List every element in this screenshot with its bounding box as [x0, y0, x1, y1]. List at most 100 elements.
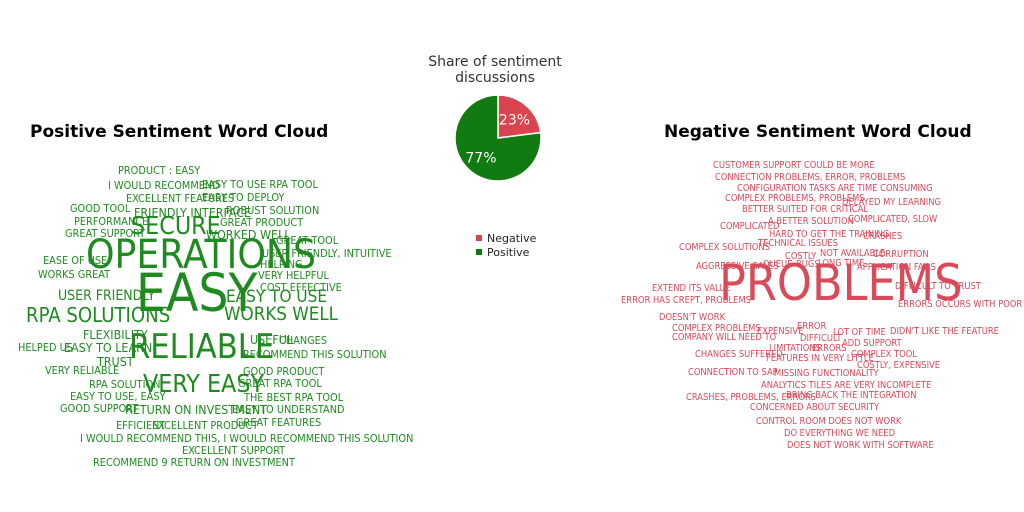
legend-swatch-positive: [476, 249, 482, 255]
legend-label-positive: Positive: [487, 245, 530, 259]
positive-word: RPA SOLUTIONS: [26, 302, 171, 327]
negative-word: DOESN'T WORK: [659, 312, 726, 324]
positive-cloud-title: Positive Sentiment Word Cloud: [30, 122, 329, 142]
negative-word: DELAYED MY LEARNING: [842, 197, 941, 209]
positive-word: EASY: [136, 262, 258, 324]
negative-word: ERROR HAS CREPT, PROBLEMS: [621, 295, 751, 307]
positive-word: ROBUST SOLUTION: [226, 203, 320, 217]
positive-word: USEFUL: [250, 331, 294, 347]
positive-word: VERY EASY: [143, 368, 265, 398]
positive-word: EXCELLENT SUPPORT: [182, 443, 286, 457]
negative-word: COMPLEX PROBLEMS, PROBLEMS: [725, 193, 865, 205]
legend-swatch-negative: [476, 235, 482, 241]
positive-word: COST EFFECTIVE: [260, 280, 342, 294]
positive-word: OPERATIONS: [86, 230, 316, 278]
negative-word: DIFFICULT TO TRUST: [895, 281, 981, 293]
negative-word: CUSTOMER SUPPORT COULD BE MORE: [713, 160, 875, 172]
positive-word: PRODUCT : EASY: [118, 163, 201, 177]
positive-word: GREAT FEATURES: [236, 415, 322, 429]
positive-word: VERY HELPFUL: [258, 268, 329, 282]
negative-word: MISSING FUNCTIONALITY: [774, 368, 879, 380]
negative-word: PROBLEMS: [719, 254, 963, 313]
positive-word: GREAT TOOL: [276, 233, 339, 247]
pie-chart-title: Share of sentiment discussions: [410, 54, 580, 86]
positive-word: TRUST: [97, 353, 134, 369]
positive-word: I WOULD RECOMMEND: [108, 178, 220, 192]
positive-word: EASY TO USE: [226, 287, 328, 308]
pie-label-positive: 77%: [465, 150, 496, 166]
positive-word: GOOD SUPPORT: [60, 401, 139, 415]
negative-word: BETTER SUITED FOR CRITICAL: [742, 204, 868, 216]
positive-word: FRIENDLY INTERFACE: [134, 204, 252, 220]
positive-word: EASY TO LEARN: [64, 339, 153, 355]
negative-word: EXTEND ITS VALUE: [652, 283, 731, 295]
positive-word: EASY TO DEPLOY: [202, 190, 285, 204]
positive-word: WORKS WELL: [224, 303, 338, 325]
positive-word: RECOMMEND THIS SOLUTION: [243, 347, 387, 361]
pie-legend: Negative Positive: [476, 231, 536, 259]
negative-word: DIFFICULT: [800, 333, 842, 345]
negative-word: AGGRESSIVE SALES: [696, 261, 779, 273]
negative-word: CRASHES: [863, 231, 903, 243]
positive-word: GREAT PRODUCT: [220, 215, 304, 229]
negative-word: ANALYTICS TILES ARE VERY INCOMPLETE: [761, 380, 932, 392]
negative-word: COMPANY WILL NEED TO: [672, 332, 777, 344]
negative-word: CONNECTION PROBLEMS, ERROR, PROBLEMS: [715, 172, 906, 184]
negative-word: ERRORS: [812, 343, 847, 355]
positive-word: VERY RELIABLE: [45, 363, 120, 377]
legend-item-positive: Positive: [476, 245, 536, 259]
legend-item-negative: Negative: [476, 231, 536, 245]
positive-word: USER FRIENDLY, INTUITIVE: [262, 246, 392, 260]
negative-word: DIDN'T LIKE THE FEATURE: [890, 326, 999, 338]
negative-word: ERROR: [797, 321, 827, 333]
negative-word: EXPENSIVE: [757, 326, 804, 338]
positive-word: FLEXIBILITY: [83, 326, 148, 342]
negative-word: BRING BACK THE INTEGRATION: [786, 390, 917, 402]
negative-word: COMPLEX TOOL: [851, 349, 917, 361]
positive-word: RPA SOLUTION: [89, 377, 161, 391]
positive-word: GOOD TOOL: [70, 201, 131, 215]
negative-word: CONTROL ROOM DOES NOT WORK: [756, 416, 902, 428]
negative-word: CONFIGURATION TASKS ARE TIME CONSUMING: [737, 183, 933, 195]
negative-word: CONCERNED ABOUT SECURITY: [750, 402, 880, 414]
negative-word: NOT AVAILABLE: [820, 248, 886, 260]
negative-word: FEATURES IN VERY LITTLE: [766, 353, 874, 365]
positive-word: WORKS GREAT: [38, 267, 111, 281]
negative-word: CHANGES SUFFERED: [695, 349, 783, 361]
positive-word: EFFICIENT: [116, 418, 166, 432]
positive-word: GREAT SUPPORT: [65, 226, 146, 240]
negative-word: LIMITATIONS: [769, 343, 821, 355]
positive-word: EXCELLENT FEATURES: [126, 191, 235, 205]
negative-word: HARD TO GET THE TRAINING: [769, 229, 890, 241]
negative-word: COSTLY, EXPENSIVE: [857, 360, 941, 372]
positive-word: I WOULD RECOMMEND THIS, I WOULD RECOMMEN…: [80, 431, 414, 445]
negative-word: ERRORS OCCURS WITH POOR: [898, 299, 1023, 311]
negative-word: QUEUE: [763, 259, 793, 271]
positive-word: RELIABLE: [129, 326, 275, 367]
negative-word: DO EVERYTHING WE NEED: [784, 428, 896, 440]
legend-label-negative: Negative: [487, 231, 537, 245]
positive-word: EXCELLENT PRODUCT: [152, 418, 259, 432]
negative-word: CONNECTION TO SAP: [688, 367, 778, 379]
pie-slice-negative: [497, 94, 542, 139]
negative-word: COMPLEX PROBLEMS: [672, 323, 761, 335]
negative-word: LONG TIME: [818, 258, 865, 270]
positive-word: EASY TO USE RPA TOOL: [202, 177, 318, 191]
positive-word: GOOD PRODUCT: [243, 364, 325, 378]
positive-word: USER FRIENDLY: [58, 288, 156, 305]
positive-word: WORKED WELL: [206, 226, 291, 242]
positive-word: EASE OF USE: [43, 253, 108, 267]
negative-word: CORRUPTION: [873, 249, 929, 261]
positive-word: EASY TO USE, EASY: [70, 389, 166, 403]
positive-word: THE BEST RPA TOOL: [244, 390, 344, 404]
negative-word: A BETTER SOLUTION: [768, 216, 854, 228]
sentiment-pie-chart: 23% 77%: [454, 94, 542, 182]
negative-cloud-title: Negative Sentiment Word Cloud: [664, 122, 972, 142]
pie-title-line-2: discussions: [455, 70, 535, 86]
positive-word: PERFORMANCE: [74, 214, 149, 228]
negative-word: COMPLICATED: [720, 221, 780, 233]
negative-word: TECHNICAL ISSUES: [758, 238, 838, 250]
pie-slice-positive: [454, 94, 542, 182]
negative-word: CRASHES, PROBLEMS, ERRORS: [686, 392, 817, 404]
